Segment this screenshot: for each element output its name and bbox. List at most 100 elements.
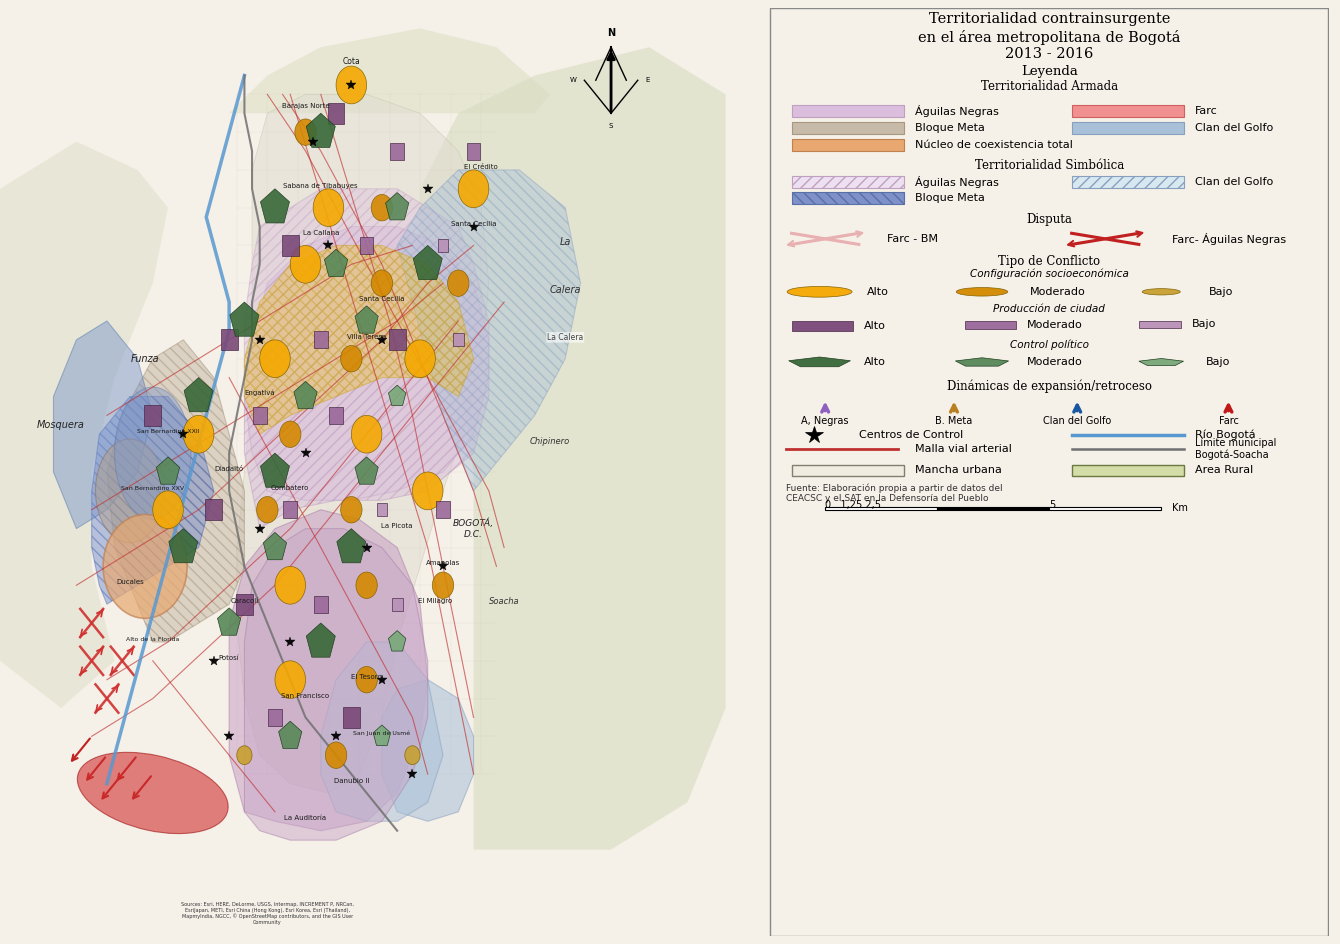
Text: San Juan de Usmé: San Juan de Usmé: [354, 731, 410, 736]
Text: Villa Teresa: Villa Teresa: [347, 334, 386, 340]
Bar: [253, 407, 267, 424]
Text: El Crédito: El Crédito: [465, 164, 498, 170]
Text: Producción de ciudad: Producción de ciudad: [993, 304, 1106, 313]
Bar: [825, 507, 937, 510]
Text: Malla vial arterial: Malla vial arterial: [915, 444, 1012, 454]
Bar: [330, 407, 343, 424]
Text: Leyenda: Leyenda: [1021, 65, 1077, 78]
Ellipse shape: [78, 752, 228, 834]
Text: San Bernardino XXV: San Bernardino XXV: [121, 486, 185, 491]
Bar: [1072, 464, 1183, 476]
Bar: [314, 331, 328, 348]
Circle shape: [257, 497, 277, 523]
Circle shape: [405, 340, 436, 378]
Polygon shape: [244, 245, 473, 434]
Text: Mancha urbana: Mancha urbana: [915, 465, 1002, 475]
Circle shape: [103, 514, 188, 618]
Text: Clan del Golfo: Clan del Golfo: [1195, 177, 1273, 187]
Text: Águilas Negras: Águilas Negras: [915, 105, 998, 117]
Circle shape: [295, 119, 316, 145]
Text: 0   1,25 2,5: 0 1,25 2,5: [825, 500, 882, 510]
Bar: [281, 235, 299, 256]
Text: San Bernardino XXII: San Bernardino XXII: [137, 430, 200, 434]
Circle shape: [275, 661, 306, 699]
Bar: [328, 103, 344, 124]
Circle shape: [356, 666, 378, 693]
Polygon shape: [184, 378, 213, 412]
Bar: [283, 501, 297, 518]
Circle shape: [413, 472, 444, 510]
Text: Barajas Norte: Barajas Norte: [281, 103, 330, 109]
Bar: [268, 709, 281, 726]
Polygon shape: [54, 321, 153, 529]
Circle shape: [326, 742, 347, 768]
Polygon shape: [244, 189, 489, 500]
Text: Territorialidad Simbólica: Territorialidad Simbólica: [974, 159, 1124, 172]
Circle shape: [433, 572, 454, 598]
Circle shape: [237, 746, 252, 765]
Polygon shape: [293, 381, 318, 409]
Polygon shape: [389, 385, 406, 406]
Text: Caracolí: Caracolí: [230, 598, 259, 604]
Text: B. Meta: B. Meta: [935, 416, 973, 427]
Text: Sabana de Tibabuyes: Sabana de Tibabuyes: [284, 183, 358, 189]
Circle shape: [340, 497, 362, 523]
Circle shape: [787, 286, 852, 297]
Bar: [1072, 176, 1183, 188]
Bar: [221, 329, 237, 350]
Circle shape: [184, 415, 214, 453]
Text: Funza: Funza: [131, 354, 159, 363]
Polygon shape: [260, 453, 289, 487]
Text: Santa Cecilia: Santa Cecilia: [450, 221, 496, 227]
Ellipse shape: [95, 439, 165, 543]
Text: Combatero: Combatero: [271, 485, 310, 491]
Text: La Calera: La Calera: [547, 333, 583, 342]
Circle shape: [371, 270, 393, 296]
Text: Potosí: Potosí: [218, 655, 240, 661]
Polygon shape: [217, 608, 241, 635]
Bar: [389, 329, 406, 350]
Polygon shape: [244, 529, 427, 840]
Text: Area Rural: Area Rural: [1195, 465, 1253, 475]
Bar: [391, 598, 402, 611]
Text: Moderado: Moderado: [1026, 358, 1083, 367]
Bar: [236, 594, 253, 615]
Bar: [1072, 122, 1183, 134]
Circle shape: [153, 491, 184, 529]
Text: Bajo: Bajo: [1206, 358, 1230, 367]
Polygon shape: [955, 358, 1009, 366]
Text: La Callana: La Callana: [303, 230, 339, 236]
Bar: [792, 139, 903, 151]
Text: Amapolas: Amapolas: [426, 561, 460, 566]
Bar: [377, 503, 387, 516]
Circle shape: [260, 340, 291, 378]
Text: 2013 - 2016: 2013 - 2016: [1005, 47, 1093, 61]
Circle shape: [458, 170, 489, 208]
Text: Bloque Meta: Bloque Meta: [915, 194, 985, 204]
Polygon shape: [229, 28, 549, 113]
Text: Límite municipal
Bogotá-Soacha: Límite municipal Bogotá-Soacha: [1195, 437, 1276, 460]
Circle shape: [1142, 289, 1181, 295]
Circle shape: [351, 415, 382, 453]
Text: Territorialidad contrainsurgente: Territorialidad contrainsurgente: [929, 12, 1170, 26]
Text: Disputa: Disputa: [1026, 212, 1072, 226]
Text: Chipinero: Chipinero: [529, 437, 570, 446]
Text: Río Bogotá: Río Bogotá: [1195, 430, 1256, 440]
Text: Clan del Golfo: Clan del Golfo: [1043, 416, 1111, 427]
Polygon shape: [397, 170, 580, 491]
Text: La: La: [560, 238, 571, 247]
Text: Alto: Alto: [864, 358, 886, 367]
Circle shape: [314, 189, 343, 227]
Polygon shape: [389, 631, 406, 651]
Polygon shape: [413, 245, 442, 279]
Polygon shape: [307, 623, 335, 657]
Circle shape: [448, 270, 469, 296]
Circle shape: [280, 421, 302, 447]
Text: El Tesoro: El Tesoro: [351, 674, 382, 680]
Text: Centros de Control: Centros de Control: [859, 430, 963, 440]
Bar: [937, 507, 1049, 510]
Text: en el área metropolitana de Bogotá: en el área metropolitana de Bogotá: [918, 30, 1181, 45]
Text: Danubio II: Danubio II: [334, 778, 369, 784]
Text: Farc: Farc: [1218, 416, 1238, 427]
Bar: [343, 707, 359, 728]
